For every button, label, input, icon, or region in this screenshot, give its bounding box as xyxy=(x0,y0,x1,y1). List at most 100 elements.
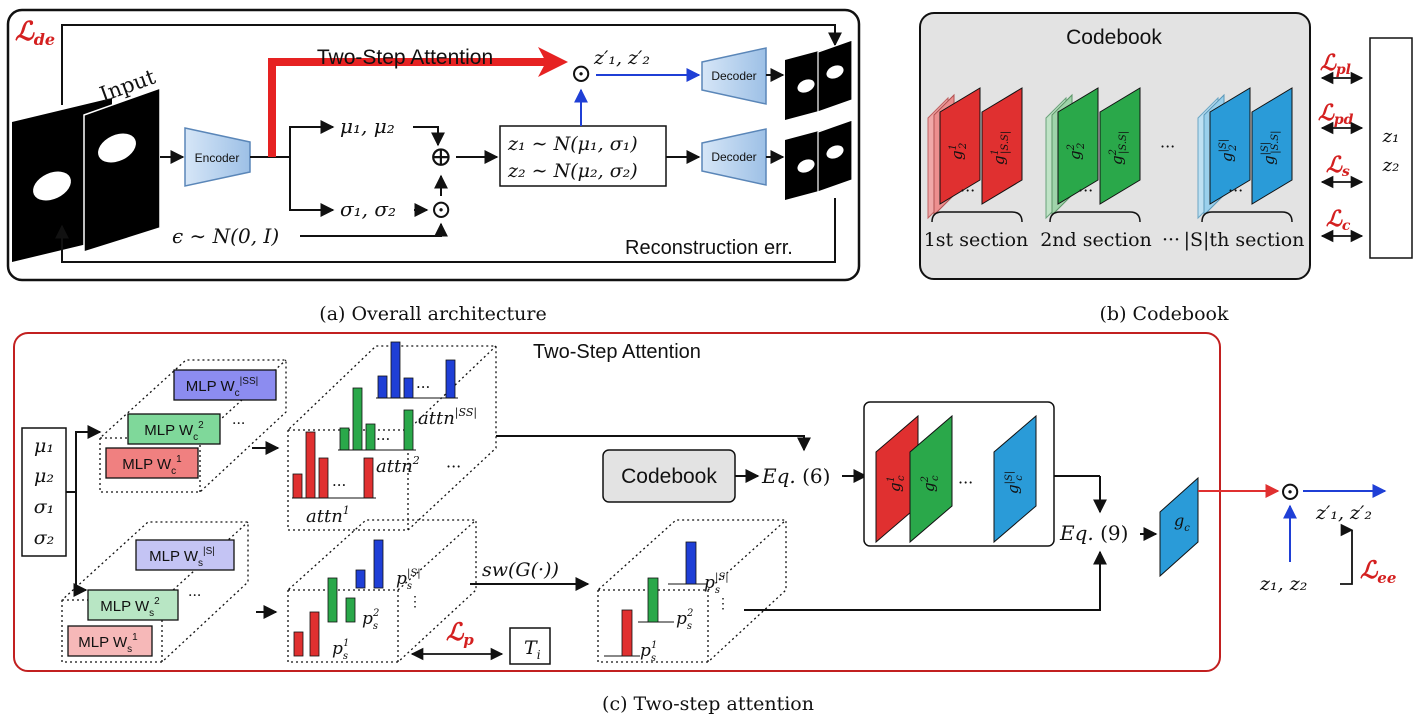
z-prime-label-c: z′₁, z′₂ xyxy=(1315,502,1372,524)
mlp-s-dots: ··· xyxy=(188,588,201,604)
eq9-label: Eq. (9) xyxy=(1059,521,1128,545)
g-red-1: g12 xyxy=(948,143,969,160)
gc-3 xyxy=(993,414,1037,544)
z-prime-label-a: z′₁, z′₂ xyxy=(593,47,650,69)
panel-c: Two-Step Attention μ₁ μ₂ σ₁ σ₂ MLP Wc1 M… xyxy=(13,332,1221,672)
sparse-ps3-label: ps|S| xyxy=(704,572,729,596)
input-sigma2: σ₂ xyxy=(34,527,55,549)
two-step-attention-label: Two-Step Attention xyxy=(317,46,493,69)
bracket-section-2 xyxy=(1049,211,1141,223)
section-2-label: 2nd section xyxy=(1040,229,1152,251)
codebook-section-red xyxy=(927,87,1023,220)
ps2-label: ps2 xyxy=(362,608,379,632)
mlp-wc-2 xyxy=(127,413,221,445)
attn3-bar-4 xyxy=(445,359,456,399)
codebook-section-green xyxy=(1045,87,1141,220)
between-sections-dots: ··· xyxy=(1160,137,1175,156)
encoder-block xyxy=(184,127,251,187)
attn1-dots: ··· xyxy=(332,476,346,494)
sparse-to-eq9-arrow xyxy=(744,550,1107,611)
two-step-attention-arrowhead xyxy=(538,47,568,77)
input-sigma1: σ₁ xyxy=(34,496,55,518)
mlp-c-dots: ··· xyxy=(232,416,245,432)
oplus-symbol: ⊕ xyxy=(429,140,452,173)
g-green-2: g2|S.S| xyxy=(1108,131,1129,165)
attn2-bar-1 xyxy=(339,427,350,451)
input-image xyxy=(12,86,161,262)
mu-label: μ₁, μ₂ xyxy=(340,114,395,138)
encoder-label: Encoder xyxy=(195,151,240,165)
to-mlp-s-arrow xyxy=(66,491,88,597)
output-image-bottom xyxy=(785,119,853,200)
red-stack-dots: ··· xyxy=(960,181,975,200)
g-blue-2: g|S||S.S| xyxy=(1260,131,1281,165)
latent-z-box xyxy=(1369,37,1413,259)
loss-pl: ℒpl xyxy=(1320,50,1351,78)
mlp-wc-3 xyxy=(173,369,277,401)
attn3-bar-1 xyxy=(377,375,388,399)
attn2-bar-3 xyxy=(365,423,376,451)
attn1-bar-2 xyxy=(305,431,316,499)
ps3-bar-1 xyxy=(355,569,366,589)
caption-c: (c) Two-step attention xyxy=(602,693,814,715)
ps2-bar-1 xyxy=(327,577,338,623)
attn3-dots: ··· xyxy=(416,378,430,396)
z-sampling-box xyxy=(499,125,667,187)
g-red-2: g1|S.S| xyxy=(990,131,1011,165)
attn2-bar-2 xyxy=(352,387,363,451)
mlp-ws-2-label: MLP Ws2 xyxy=(100,596,160,619)
mlp-ws-3 xyxy=(135,539,235,571)
input-mu1: μ₁ xyxy=(34,435,54,457)
mlp-wc-1 xyxy=(105,447,199,479)
gc-1-label: g1c xyxy=(886,475,907,492)
sparse-ps3-bar xyxy=(685,541,697,585)
gc-3-label: g|S|c xyxy=(1004,471,1025,494)
attn-3-bars xyxy=(376,341,458,399)
decoder-bottom-block xyxy=(701,128,767,186)
loss-de-label: ℒde xyxy=(15,17,55,49)
decoder-top-block xyxy=(701,47,767,105)
ps3-bar-2 xyxy=(373,539,384,589)
loss-p: ℒp xyxy=(446,617,474,649)
bracket-section-3 xyxy=(1201,211,1293,223)
panel-a: ℒde Input Encoder Two-Step Attention μ₁,… xyxy=(6,8,861,282)
ps-vdots: ⋮ xyxy=(408,594,422,610)
mu-to-oplus-arrow xyxy=(413,126,445,147)
mlp-ws-1-label: MLP Ws1 xyxy=(78,632,138,655)
latent-z1: z₁ xyxy=(1382,126,1400,147)
sparse-ps-vdots: ⋮ xyxy=(716,596,730,612)
attn3-bar-3 xyxy=(403,377,414,399)
output-image-top xyxy=(785,39,853,120)
green-stack-dots: ··· xyxy=(1078,181,1093,200)
sigma-label: σ₁, σ₂ xyxy=(340,197,396,221)
g-green-1: g22 xyxy=(1066,143,1087,160)
latent-z2: z₂ xyxy=(1382,155,1400,176)
attn3-bar-2 xyxy=(390,341,401,399)
odot-symbol-a: ⊙ xyxy=(430,195,452,225)
panel-c-output: ⊙ z′₁, z′₂ z₁, z₂ ℒee xyxy=(1198,477,1396,595)
bracket-section-1 xyxy=(931,211,1023,223)
loss-s: ℒs xyxy=(1326,152,1350,180)
gc-final xyxy=(1159,476,1199,578)
epsilon-to-odot-arrow xyxy=(300,222,448,237)
codebook-section-blue xyxy=(1197,87,1293,220)
attn-vdots: ··· xyxy=(446,457,461,476)
to-sigma-arrow xyxy=(289,157,335,217)
attn2-bar-4 xyxy=(403,409,414,451)
section-ellipsis: ··· xyxy=(1162,229,1180,251)
ti-label: Ti xyxy=(524,637,541,662)
input-mu2: μ₂ xyxy=(34,465,54,487)
attn2-dots: ··· xyxy=(376,430,390,448)
odot-symbol-c: ⊙ xyxy=(1279,477,1301,507)
reconstruction-label: Reconstruction err. xyxy=(625,237,793,259)
to-mu-arrow xyxy=(289,120,335,157)
mlp-wc-2-label: MLP Wc2 xyxy=(144,420,204,443)
z2-distribution: z₂ ∼ N(μ₂, σ₂) xyxy=(507,160,638,182)
section-1-label: 1st section xyxy=(924,229,1029,251)
loss-pd: ℒpd xyxy=(1318,100,1354,128)
reconstruction-loop-arrow xyxy=(55,198,836,263)
section-3-label: |S|th section xyxy=(1184,229,1305,251)
sparse-ps1-bar xyxy=(621,609,633,657)
sparse-ps-bars xyxy=(604,541,708,657)
g-blue-1: g|S|2 xyxy=(1218,139,1239,162)
